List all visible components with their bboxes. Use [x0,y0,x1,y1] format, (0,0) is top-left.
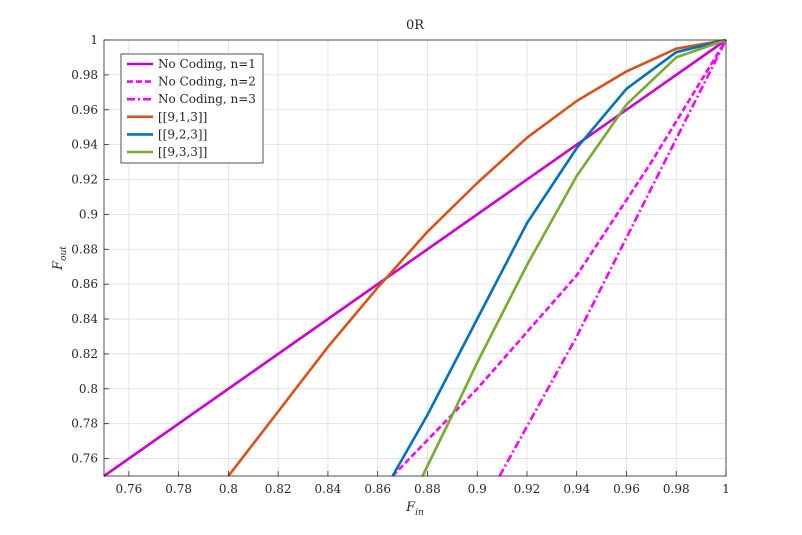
x-tick-label: 0.9 [468,482,487,496]
x-tick-label: 0.92 [514,482,541,496]
x-tick-label: 0.86 [364,482,391,496]
y-axis-label-subscript: out [59,246,69,261]
x-tick-label: 0.94 [563,482,590,496]
x-axis-label: Fin [405,500,424,518]
legend-label: [[9,1,3]] [158,110,207,124]
legend-label: No Coding, n=3 [158,92,256,106]
x-tick-label: 0.88 [414,482,441,496]
y-axis: 0.76 0.78 0.8 0.82 0.84 0.86 0.88 0.9 0.92 0.94 0.… [71,33,109,466]
legend-label: [[9,2,3]] [158,127,207,141]
series-line-6 [421,38,727,477]
plot-frame [103,39,727,477]
y-tick-label: 0.76 [71,452,98,466]
series-line-5 [391,38,727,477]
y-axis-label: Fout [51,246,69,271]
x-tick-label: 0.8 [219,482,238,496]
x-tick-label: 0.96 [613,482,640,496]
y-tick-label: 0.88 [71,242,98,256]
y-tick-label: 0.92 [71,173,98,187]
x-axis-label-subscript: in [415,508,424,518]
y-tick-label: 0.9 [79,207,98,221]
series-layer [103,38,728,478]
y-tick-label: 0.86 [71,277,98,291]
legend-box [120,53,264,164]
x-tick-label: 0.98 [663,482,690,496]
legend: No Coding, n=1 No Coding, n=2 No Coding, n… [120,53,264,164]
x-tick-label: 0.84 [315,482,342,496]
series-line-4 [227,38,727,477]
legend-label: No Coding, n=2 [158,75,256,89]
y-tick-label: 0.98 [71,68,98,82]
x-tick-label: 0.82 [265,482,292,496]
x-tick-label: 1 [722,482,730,496]
y-tick-label: 0.84 [71,312,98,326]
x-axis: 0.76 0.78 0.8 0.82 0.84 0.86 0.88 0.9 0.92 0.94 0.… [116,471,730,496]
series-line-3 [498,39,728,477]
legend-label: [[9,3,3]] [158,145,207,159]
y-tick-label: 0.82 [71,347,98,361]
series-line-2 [391,39,728,477]
y-tick-label: 0.78 [71,417,98,431]
legend-label: No Coding, n=1 [158,57,256,71]
y-tick-label: 0.8 [79,382,98,396]
y-tick-label: 0.94 [71,138,98,152]
y-tick-label: 1 [90,33,98,47]
x-tick-label: 0.76 [116,482,143,496]
y-tick-label: 0.96 [71,103,98,117]
x-tick-label: 0.78 [165,482,192,496]
chart-title: 0R [406,18,425,33]
